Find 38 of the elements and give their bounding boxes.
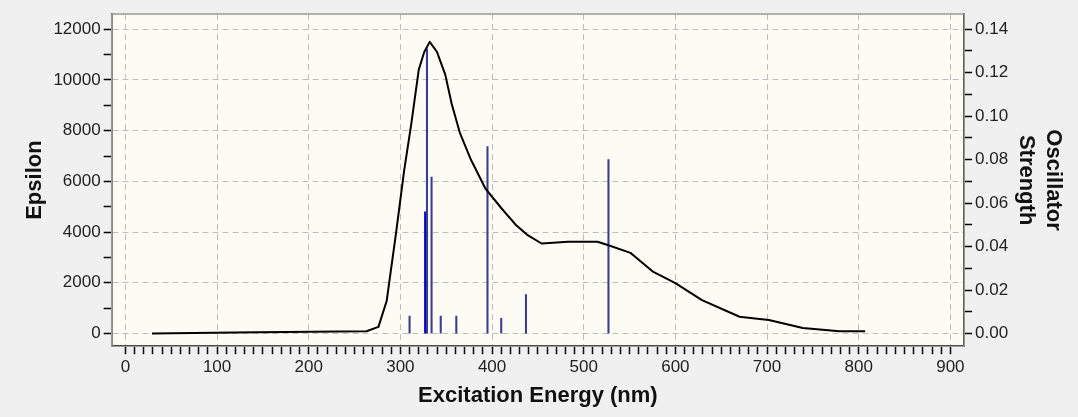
bar (408, 315, 411, 334)
x-tick-label: 800 (844, 357, 873, 377)
x-tick-label: 900 (936, 357, 965, 377)
x-axis-title: Excitation Energy (nm) (418, 381, 658, 407)
y-tick-label: 8000 (62, 120, 101, 140)
y2-tick-label: 0.14 (975, 18, 1009, 38)
x-tick-label: 600 (661, 357, 690, 377)
bar (486, 146, 489, 334)
y2-tick-label: 0.10 (975, 105, 1009, 125)
bar (424, 211, 427, 334)
y2-tick-label: 0.12 (975, 62, 1009, 82)
bar (430, 176, 433, 334)
x-tick-label: 100 (202, 357, 232, 377)
y-tick-label: 4000 (62, 221, 101, 241)
y-tick-label: 0 (91, 323, 101, 343)
y2-tick-label: 0.00 (975, 323, 1009, 343)
x-tick-label: 400 (477, 357, 507, 377)
x-tick-label: 500 (569, 357, 598, 377)
x-tick-label: 700 (752, 357, 782, 377)
x-tick-label: 300 (386, 357, 415, 377)
y-axis-title: Epsilon (21, 140, 47, 220)
y2-axis-title: Oscillator Strength (1015, 129, 1067, 232)
bar (455, 315, 458, 334)
y-tick-label: 2000 (62, 272, 101, 292)
bar (607, 159, 610, 334)
y-tick-label: 12000 (53, 18, 101, 38)
bar (500, 318, 503, 334)
bar (425, 48, 429, 334)
y2-tick-label: 0.04 (975, 236, 1009, 256)
bar (524, 294, 528, 334)
y2-tick-label: 0.02 (975, 279, 1009, 299)
y2-tick-label: 0.06 (975, 192, 1009, 212)
y-tick-label: 10000 (53, 69, 101, 89)
x-tick-label: 200 (294, 357, 323, 377)
y2-tick-label: 0.08 (975, 149, 1009, 169)
y-tick-label: 6000 (62, 171, 101, 191)
bar (439, 315, 442, 334)
x-tick-label: 0 (120, 357, 131, 377)
